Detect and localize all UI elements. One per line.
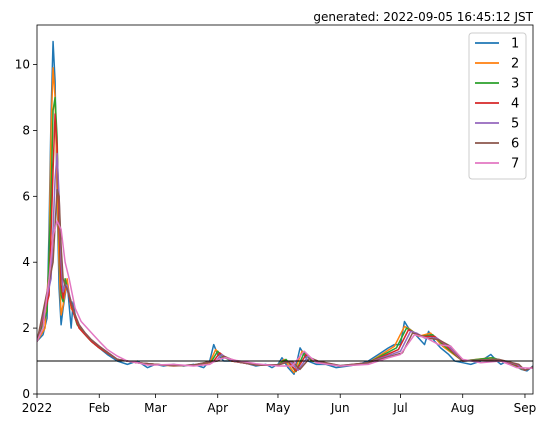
x-tick-label: Feb: [89, 401, 110, 415]
legend-label-5: 5: [511, 117, 519, 132]
legend-label-6: 6: [511, 137, 519, 152]
series-line-6: [37, 188, 533, 372]
legend-label-2: 2: [511, 57, 519, 72]
plot-area: [37, 40, 533, 375]
series-line-4: [37, 113, 533, 372]
series-line-5: [37, 152, 533, 372]
x-tick-label: Sep: [514, 401, 537, 415]
axes-frame: [36, 24, 534, 395]
legend-label-4: 4: [511, 97, 519, 112]
legend: 1 2 3 4 5 6 7: [468, 32, 527, 180]
y-tick-label: 2: [22, 321, 30, 335]
x-tick-label: May: [266, 401, 291, 415]
x-tick-label: 2022: [22, 401, 53, 415]
y-tick-label: 6: [22, 189, 30, 203]
series-line-7: [37, 220, 533, 370]
y-tick-label: 8: [22, 123, 30, 137]
legend-label-3: 3: [511, 77, 519, 92]
x-tick-label: Aug: [451, 401, 474, 415]
legend-label-1: 1: [511, 37, 519, 52]
series-line-2: [37, 67, 533, 374]
x-tick-label: Jun: [330, 401, 350, 415]
legend-label-7: 7: [511, 157, 519, 172]
y-tick-label: 0: [22, 387, 30, 401]
y-tick-label: 4: [22, 255, 30, 269]
x-tick-label: Apr: [207, 401, 228, 415]
axes: 0 2 4 6 8 10 2022 Feb Mar Apr May Jun Jul Aug Sep: [15, 24, 537, 415]
chart-title: generated: 2022-09-05 16:45:12 JST: [313, 10, 533, 24]
y-tick-label: 10: [15, 58, 30, 72]
series-line-1: [37, 40, 533, 375]
x-tick-label: Jul: [392, 401, 407, 415]
x-tick-label: Mar: [144, 401, 167, 415]
series-line-3: [37, 96, 533, 373]
